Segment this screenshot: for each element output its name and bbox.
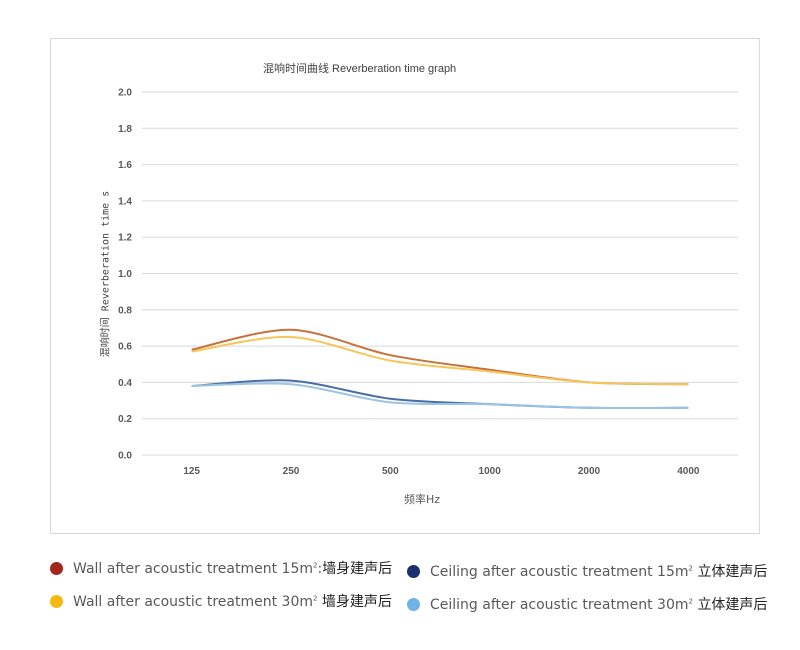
svg-text:1.6: 1.6 — [118, 160, 132, 171]
legend-marker-icon — [407, 597, 420, 611]
series-line — [191, 382, 689, 410]
svg-text:0.0: 0.0 — [118, 451, 132, 462]
legend-marker-icon — [50, 594, 63, 608]
svg-text:1.8: 1.8 — [118, 124, 132, 135]
legend-label: Ceiling after acoustic treatment 15m2 立体… — [430, 564, 768, 580]
svg-text:0.6: 0.6 — [118, 342, 132, 353]
gridlines — [142, 91, 738, 456]
legend-marker-icon — [50, 561, 63, 575]
legend-label: Wall after acoustic treatment 15m2:墙身建声后 — [73, 561, 393, 577]
x-axis-ticks: 125 250 500 1000 2000 4000 — [183, 466, 700, 477]
legend-label: Ceiling after acoustic treatment 30m2 立体… — [430, 597, 768, 613]
y-axis-ticks: 0.0 0.2 0.4 0.6 0.8 1.0 1.2 1.4 1.6 1.8 2.0 — [118, 88, 132, 462]
svg-text:250: 250 — [283, 466, 300, 477]
svg-text:1.2: 1.2 — [118, 233, 132, 244]
x-axis-label: 频率Hz — [404, 493, 441, 506]
svg-text:2000: 2000 — [578, 466, 601, 477]
svg-text:4000: 4000 — [677, 466, 700, 477]
series-line — [191, 336, 689, 386]
legend-item-ceiling-30: Ceiling after acoustic treatment 30m2 立体… — [407, 594, 767, 614]
svg-text:1000: 1000 — [479, 466, 502, 477]
svg-text:2.0: 2.0 — [118, 88, 132, 99]
svg-text:1.0: 1.0 — [118, 269, 132, 280]
svg-text:0.8: 0.8 — [118, 305, 132, 316]
chart-container — [50, 38, 760, 534]
chart-title: 混响时间曲线 Reverberation time graph — [263, 63, 457, 75]
svg-text:125: 125 — [183, 466, 200, 477]
legend-marker-icon — [407, 564, 420, 578]
legend-item-wall-15: Wall after acoustic treatment 15m2:墙身建声后 — [50, 558, 392, 578]
legend-label: Wall after acoustic treatment 30m2 墙身建声后 — [73, 594, 392, 610]
svg-text:500: 500 — [382, 466, 399, 477]
legend-item-wall-30: Wall after acoustic treatment 30m2 墙身建声后 — [50, 591, 392, 611]
y-axis-label: 混响时间 Reverberation time s — [100, 190, 112, 358]
svg-text:1.4: 1.4 — [118, 196, 132, 207]
series-lines — [191, 328, 689, 410]
svg-text:0.2: 0.2 — [118, 414, 132, 425]
svg-text:0.4: 0.4 — [118, 378, 132, 389]
legend-item-ceiling-15: Ceiling after acoustic treatment 15m2 立体… — [407, 561, 767, 581]
